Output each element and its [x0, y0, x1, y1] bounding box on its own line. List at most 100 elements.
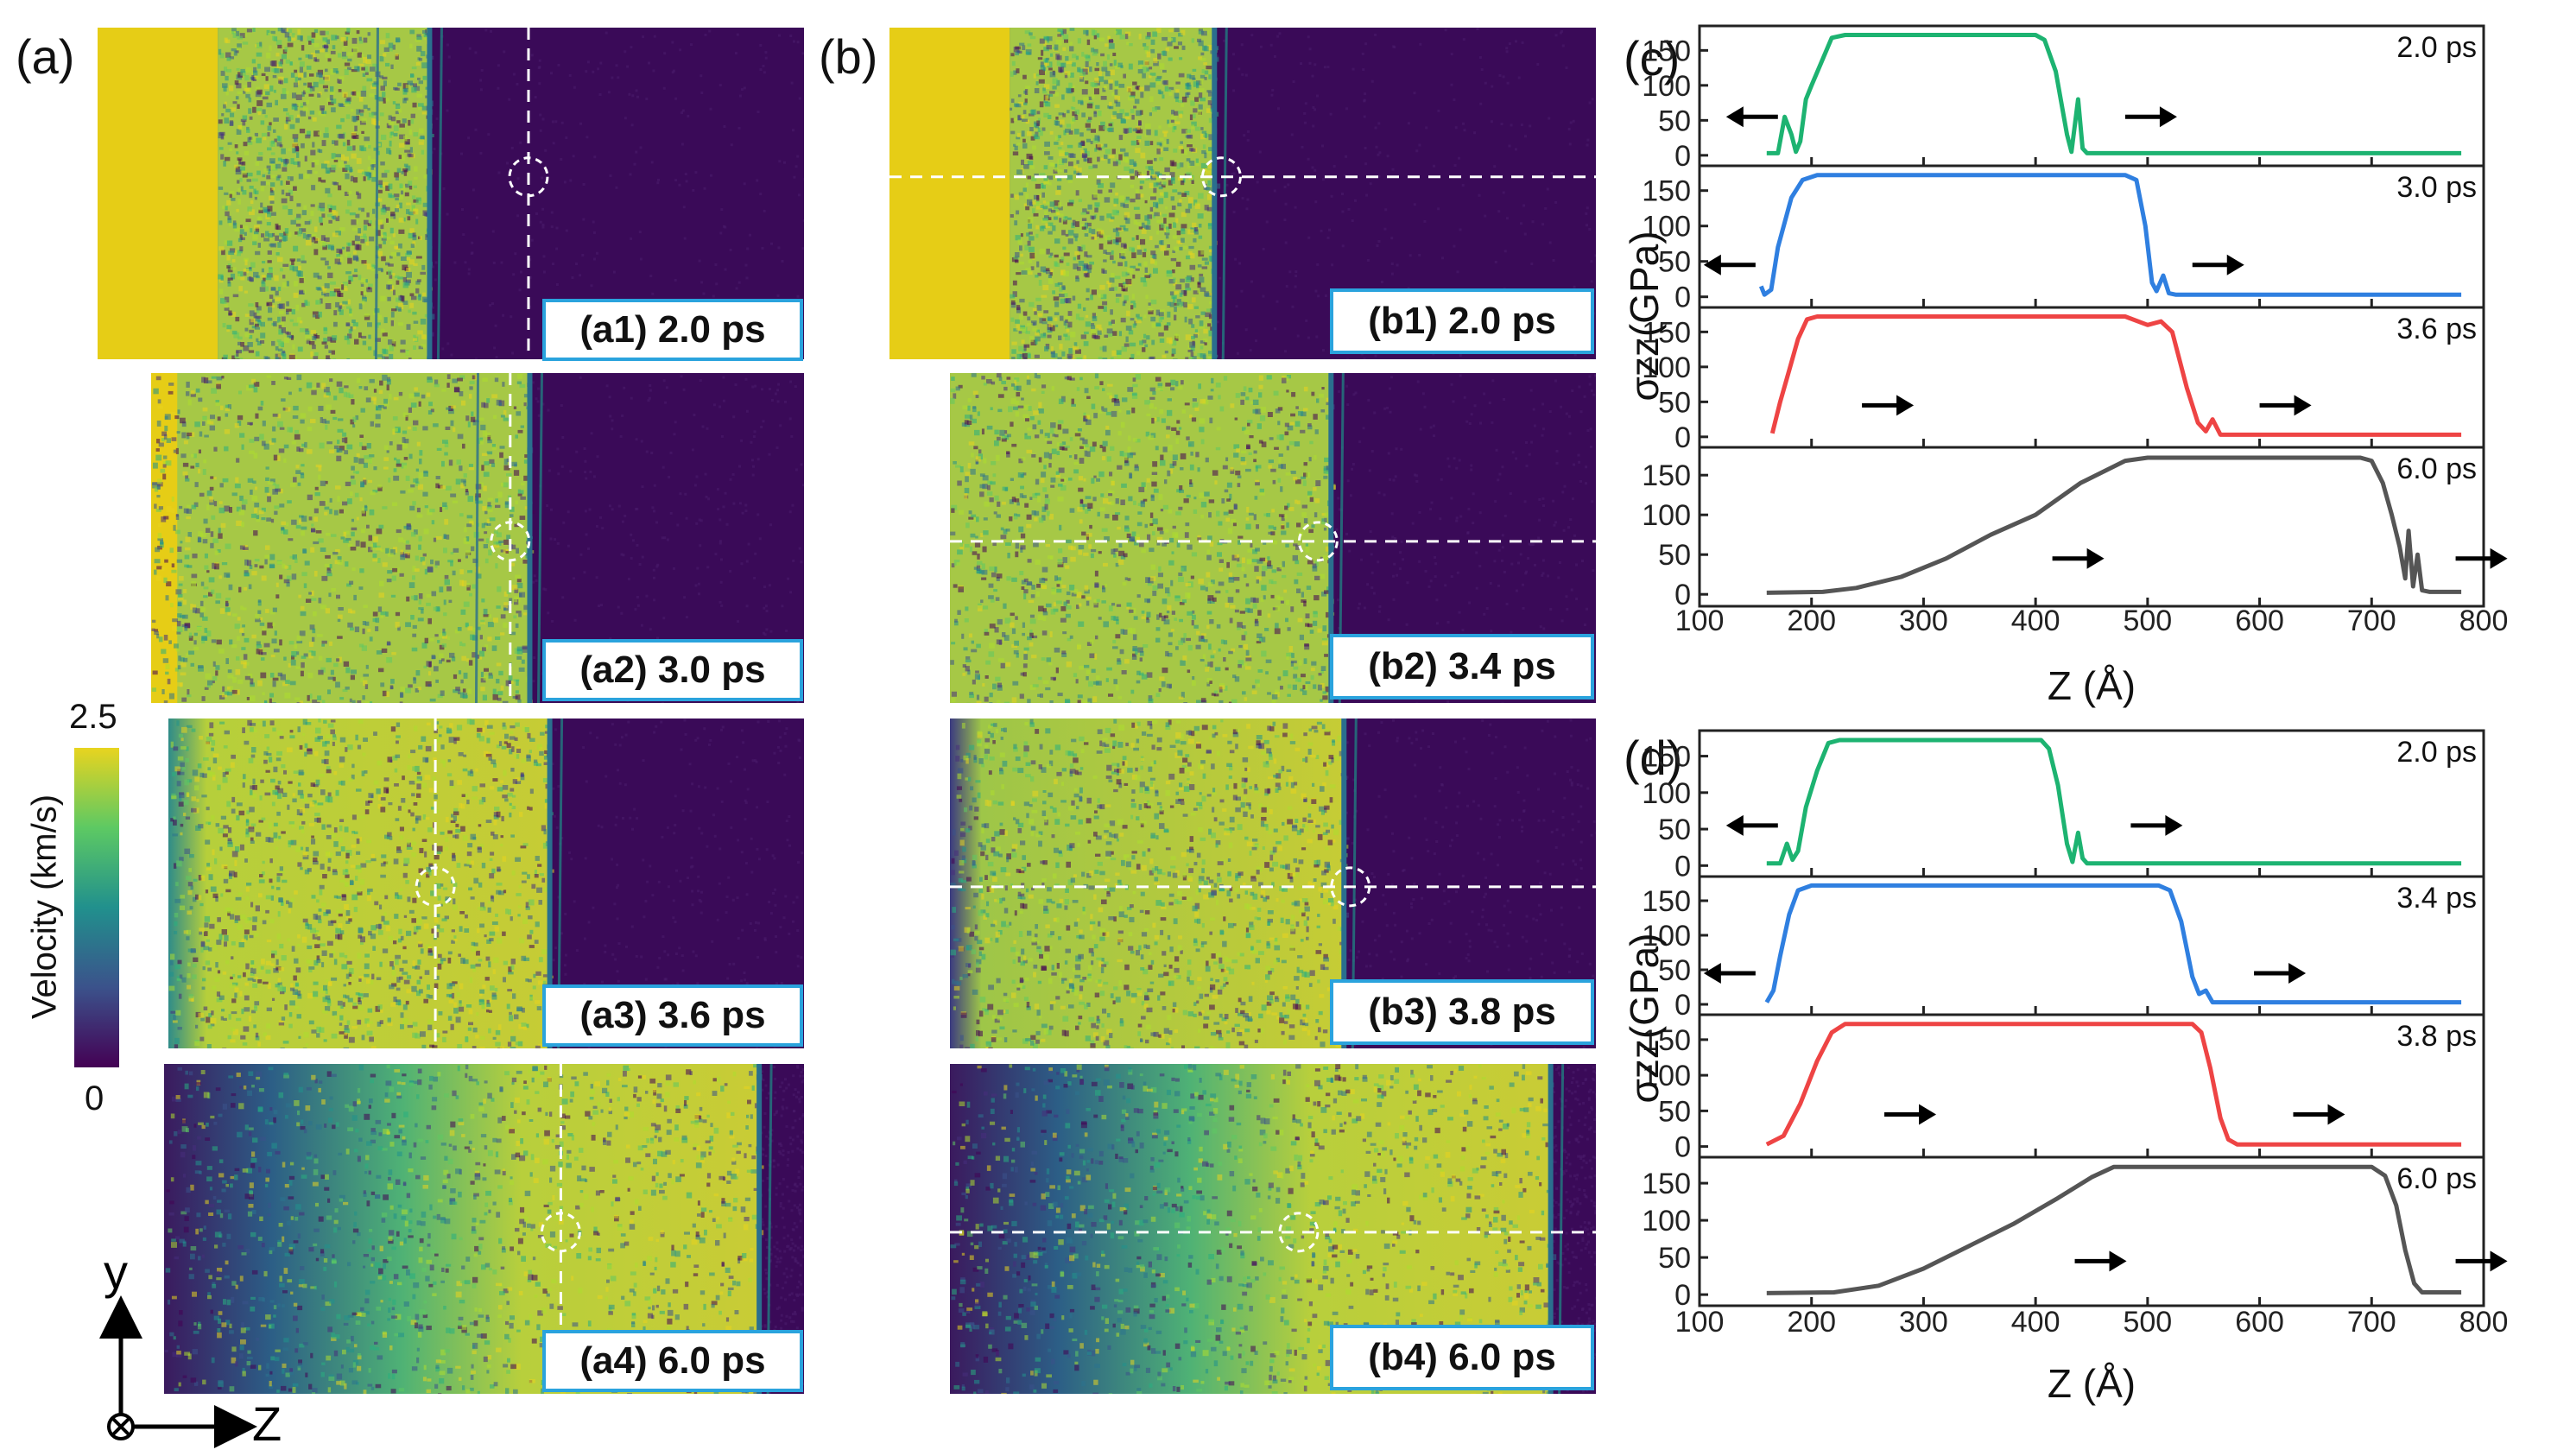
x-tick-label: 300 [1899, 605, 1948, 637]
y-tick-label: 0 [1674, 421, 1691, 454]
direction-arrowhead [2165, 814, 2183, 836]
y-tick-label: 0 [1674, 140, 1691, 173]
direction-arrowhead [1896, 395, 1915, 416]
direction-arrowhead [1919, 1104, 1937, 1125]
x-tick-label: 600 [2235, 605, 2284, 637]
x-tick-label: 300 [1899, 1306, 1948, 1339]
y-tick-label: 50 [1658, 1095, 1691, 1128]
series-line-c-3 [1769, 314, 2462, 437]
y-tick-label: 0 [1674, 579, 1691, 611]
x-tick-label: 700 [2347, 605, 2396, 637]
colorbar-min-label: 0 [85, 1079, 104, 1117]
time-label-b4: (b4) 6.0 ps [1330, 1325, 1594, 1390]
colorbar-max-label: 2.5 [69, 698, 117, 736]
x-tick-label: 200 [1787, 1306, 1836, 1339]
y-tick-label: 50 [1658, 813, 1691, 846]
x-tick-label: 800 [2459, 605, 2509, 637]
subplot-frame-c3 [1698, 306, 2485, 449]
time-label-a2: (a2) 3.0 ps [542, 639, 803, 701]
y-tick-label: 0 [1674, 1279, 1691, 1312]
time-label-b2: (b2) 3.4 ps [1330, 634, 1594, 700]
direction-arrowhead [1725, 814, 1744, 836]
time-label-a3: (a3) 3.6 ps [542, 984, 803, 1047]
y-tick-label: 150 [1642, 316, 1691, 349]
subplot-frame-c1 [1698, 24, 2485, 168]
series-line-d-1 [1766, 737, 2462, 866]
y-axis-label: y [104, 1244, 128, 1299]
direction-arrowhead [2288, 963, 2307, 984]
y-tick-label: 0 [1674, 850, 1691, 883]
y-axis-label: σzz(GPa) [1622, 933, 1667, 1103]
time-label-c4: 6.0 ps [2396, 453, 2477, 485]
x-tick-label: 800 [2459, 1306, 2509, 1339]
time-label-a4: (a4) 6.0 ps [542, 1330, 803, 1392]
direction-arrowhead [2226, 254, 2244, 275]
time-label-c1: 2.0 ps [2396, 31, 2477, 64]
series-line-d-3 [1765, 1022, 2462, 1147]
time-label-c2: 3.0 ps [2396, 171, 2477, 204]
y-tick-label: 0 [1674, 1131, 1691, 1164]
x-tick-label: 700 [2347, 1306, 2396, 1339]
series-line-c-2 [1758, 173, 2462, 297]
y-tick-label: 100 [1642, 499, 1691, 532]
y-tick-label: 0 [1674, 989, 1691, 1022]
panel-letter-c: (c) [1624, 31, 1681, 85]
x-axis-label: Z (Å) [2048, 663, 2136, 708]
y-tick-label: 100 [1642, 1060, 1691, 1092]
y-tick-label: 100 [1642, 920, 1691, 953]
x-axis-label: Z (Å) [2048, 1361, 2136, 1406]
direction-arrowhead [2159, 106, 2177, 128]
direction-arrowhead [2490, 548, 2508, 569]
y-tick-label: 150 [1642, 35, 1691, 67]
time-label-d3: 3.8 ps [2396, 1020, 2477, 1053]
y-tick-label: 50 [1658, 539, 1691, 572]
time-label-b3: (b3) 3.8 ps [1330, 979, 1594, 1045]
y-axis-label: σzz(GPa) [1622, 231, 1667, 401]
y-tick-label: 50 [1658, 246, 1691, 279]
y-tick-label: 150 [1642, 459, 1691, 492]
direction-arrowhead [2327, 1104, 2345, 1125]
direction-arrowhead [2109, 1250, 2127, 1272]
y-tick-label: 50 [1658, 954, 1691, 987]
axes-glyph: y Z [99, 1244, 282, 1451]
y-tick-label: 150 [1642, 1168, 1691, 1200]
x-tick-label: 600 [2235, 1306, 2284, 1339]
x-tick-label: 500 [2123, 605, 2172, 637]
subplot-frame-c2 [1698, 164, 2485, 309]
panel-letter-b: (b) [819, 29, 878, 84]
panel-letter-a: (a) [16, 29, 75, 84]
y-tick-label: 100 [1642, 211, 1691, 244]
direction-arrowhead [2294, 395, 2312, 416]
series-line-c-4 [1766, 455, 2462, 595]
direction-arrowhead [2490, 1250, 2508, 1272]
x-tick-label: 400 [2011, 605, 2060, 637]
x-tick-label: 200 [1787, 605, 1836, 637]
direction-arrowhead [1703, 254, 1721, 275]
y-tick-label: 50 [1658, 386, 1691, 419]
subplot-frame-d1 [1698, 729, 2485, 878]
series-line-d-2 [1764, 883, 2462, 1005]
time-label-b1: (b1) 2.0 ps [1330, 288, 1594, 354]
colorbar [74, 748, 119, 1067]
y-tick-label: 100 [1642, 70, 1691, 103]
subplot-frame-d2 [1698, 875, 2485, 1016]
y-tick-label: 50 [1658, 1242, 1691, 1275]
subplot-frame-d3 [1698, 1013, 2485, 1159]
panel-letter-d: (d) [1624, 731, 1683, 785]
y-tick-label: 100 [1642, 351, 1691, 384]
series-line-c-1 [1766, 33, 2462, 155]
y-tick-label: 150 [1642, 1024, 1691, 1057]
y-tick-label: 0 [1674, 282, 1691, 314]
series-line-d-4 [1766, 1164, 2462, 1295]
y-tick-label: 100 [1642, 777, 1691, 810]
y-tick-label: 150 [1642, 175, 1691, 208]
subplot-frame-d4 [1698, 1155, 2485, 1307]
x-tick-label: 400 [2011, 1306, 2060, 1339]
z-axis-label: Z [252, 1396, 282, 1451]
time-label-a1: (a1) 2.0 ps [542, 299, 803, 361]
time-label-d1: 2.0 ps [2396, 736, 2477, 769]
time-label-d4: 6.0 ps [2396, 1162, 2477, 1195]
snapshot-b2 [950, 373, 1596, 703]
